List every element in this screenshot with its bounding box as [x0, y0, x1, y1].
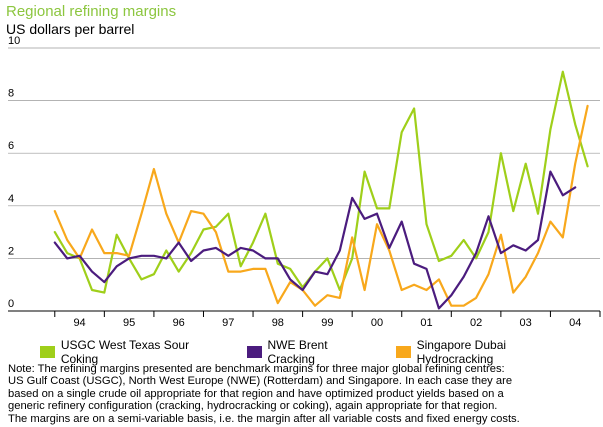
footnote-line: Note: The refining margins presented are…: [8, 363, 505, 375]
x-tick-label: 04: [569, 317, 581, 329]
y-tick-label: 10: [8, 35, 20, 47]
legend-item-nwe: NWE Brent Cracking: [246, 338, 377, 366]
x-tick-label: 03: [520, 317, 532, 329]
x-tick-label: 99: [321, 317, 333, 329]
x-tick-label: 98: [272, 317, 284, 329]
series-line-singapore: [53, 104, 589, 307]
y-tick-label: 2: [8, 245, 14, 257]
x-tick-label: 00: [371, 317, 383, 329]
y-tick-label: 8: [8, 88, 14, 100]
series-line-usgc: [53, 70, 589, 294]
footnote-line: based on a single crude oil appropriate …: [8, 387, 504, 400]
x-tick-label: 95: [123, 317, 135, 329]
legend-item-usgc: USGC West Texas Sour Coking: [40, 338, 228, 366]
legend-label-nwe: NWE Brent Cracking: [267, 338, 328, 366]
legend-item-singapore: Singapore Dubai Hydrocracking: [395, 338, 584, 366]
footnote: Note: The refining margins presented are…: [8, 363, 598, 425]
y-tick-label: 6: [8, 140, 14, 152]
y-axis-label: US dollars per barrel: [6, 21, 135, 37]
chart-title: Regional refining margins: [6, 3, 177, 20]
footnote-line: The margins are on a semi-variable basis…: [8, 412, 520, 425]
series-line-nwe: [53, 170, 577, 310]
legend-swatch-usgc: [40, 346, 55, 358]
legend-swatch-singapore: [395, 346, 411, 358]
legend-label-singapore: Singapore Dubai Hydrocracking: [416, 338, 507, 366]
footnote-line: generic refinery configuration (cracking…: [8, 400, 498, 413]
legend-label-usgc: USGC West Texas Sour Coking: [60, 338, 190, 366]
x-tick-label: 97: [222, 317, 234, 329]
y-tick-label: 0: [8, 298, 14, 310]
footnote-line: US Gulf Coast (USGC), North West Europe …: [8, 375, 513, 388]
legend: USGC West Texas Sour Coking NWE Brent Cr…: [40, 338, 603, 366]
x-tick-label: 94: [73, 317, 85, 329]
y-tick-label: 4: [8, 193, 14, 205]
x-tick-label: 96: [173, 317, 185, 329]
legend-swatch-nwe: [246, 346, 262, 358]
x-tick-label: 01: [420, 317, 432, 329]
x-tick-label: 02: [470, 317, 482, 329]
